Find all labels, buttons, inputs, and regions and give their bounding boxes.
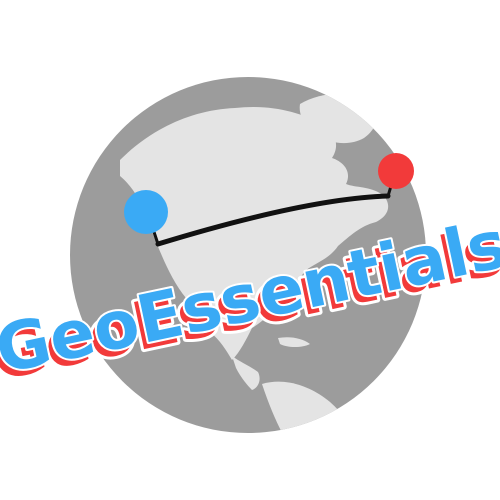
continent-arctic-islands (230, 115, 297, 146)
continent-north-america (120, 106, 389, 361)
continent-central-america (232, 337, 310, 390)
globe-icon (70, 77, 426, 433)
globe-continents (120, 93, 389, 433)
route-line (155, 193, 391, 247)
origin-pin-icon (124, 190, 168, 234)
destination-pin-icon (378, 153, 414, 189)
